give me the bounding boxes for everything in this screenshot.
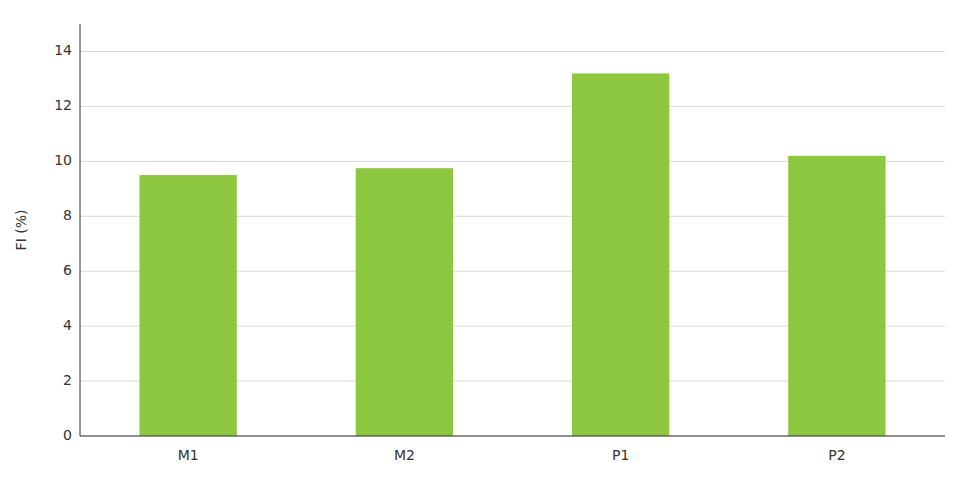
y-tick-label: 10 xyxy=(54,152,72,168)
bar xyxy=(572,73,669,436)
y-tick-label: 0 xyxy=(63,427,72,443)
bar xyxy=(139,175,236,436)
x-tick-label: P1 xyxy=(612,447,629,463)
grid-line xyxy=(80,106,945,107)
y-ticks: 0 2 4 6 8 10 12 14 xyxy=(54,42,72,443)
grid-line xyxy=(80,51,945,52)
bar xyxy=(356,168,453,436)
y-tick-label: 6 xyxy=(63,262,72,278)
y-axis-label: FI (%) xyxy=(13,210,29,251)
chart-container: 0 2 4 6 8 10 12 14 M1 M2 P1 P2 FI (%) xyxy=(0,0,969,486)
x-tick-label: M1 xyxy=(178,447,199,463)
bar xyxy=(788,156,885,436)
y-tick-label: 4 xyxy=(63,317,72,333)
y-tick-label: 12 xyxy=(54,97,72,113)
y-tick-label: 2 xyxy=(63,372,72,388)
bars xyxy=(139,73,885,436)
grid-line xyxy=(80,436,945,437)
x-tick-label: P2 xyxy=(828,447,845,463)
y-axis-line xyxy=(80,24,81,436)
x-ticks: M1 M2 P1 P2 xyxy=(178,447,846,463)
grid xyxy=(80,51,945,436)
y-tick-label: 8 xyxy=(63,207,72,223)
x-axis-line xyxy=(80,436,945,437)
chart-svg: 0 2 4 6 8 10 12 14 M1 M2 P1 P2 FI (%) xyxy=(0,0,969,486)
x-tick-label: M2 xyxy=(394,447,415,463)
page: {"chart_data": {"type": "bar", "categori… xyxy=(0,0,969,486)
y-tick-label: 14 xyxy=(54,42,72,58)
